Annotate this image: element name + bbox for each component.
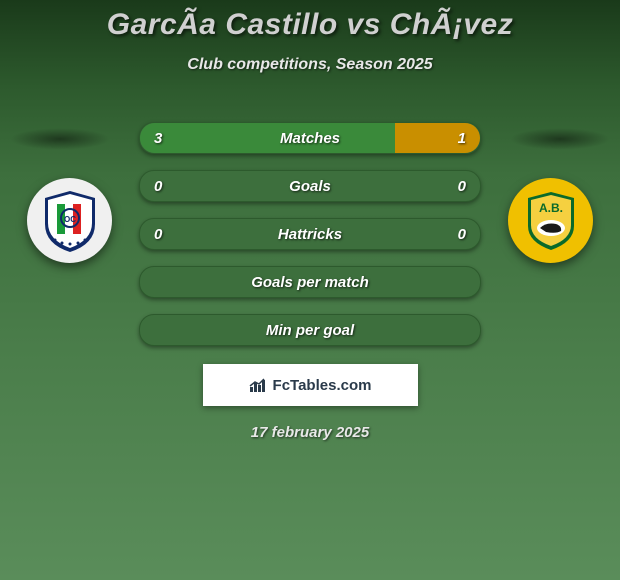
stat-label: Matches — [140, 130, 480, 147]
stat-label: Goals — [140, 178, 480, 195]
comparison-card: GarcÃ­a Castillo vs ChÃ¡vez Club competi… — [0, 0, 620, 441]
subtitle: Club competitions, Season 2025 — [0, 56, 620, 74]
team-crest-left: OC — [27, 178, 112, 263]
stat-row: Min per goal — [0, 314, 620, 346]
stat-label: Goals per match — [140, 274, 480, 291]
stat-row: Goals per match — [0, 266, 620, 298]
stat-bar: 00Goals — [139, 170, 481, 202]
team-crest-right: A.B. — [508, 178, 593, 263]
player-shadow-right — [510, 128, 610, 150]
brand-badge[interactable]: FcTables.com — [203, 364, 418, 406]
stat-label: Hattricks — [140, 226, 480, 243]
player-shadow-left — [10, 128, 110, 150]
stat-bar: Min per goal — [139, 314, 481, 346]
stat-label: Min per goal — [140, 322, 480, 339]
svg-text:OC: OC — [64, 215, 76, 224]
bars-icon — [249, 377, 269, 393]
stat-bar: 00Hattricks — [139, 218, 481, 250]
brand-text: FcTables.com — [273, 377, 372, 394]
shield-icon: A.B. — [516, 186, 586, 256]
page-title: GarcÃ­a Castillo vs ChÃ¡vez — [0, 0, 620, 42]
shield-icon: OC — [35, 186, 105, 256]
date-text: 17 february 2025 — [0, 424, 620, 441]
svg-text:A.B.: A.B. — [539, 201, 563, 215]
stat-bar: 31Matches — [139, 122, 481, 154]
stat-bar: Goals per match — [139, 266, 481, 298]
